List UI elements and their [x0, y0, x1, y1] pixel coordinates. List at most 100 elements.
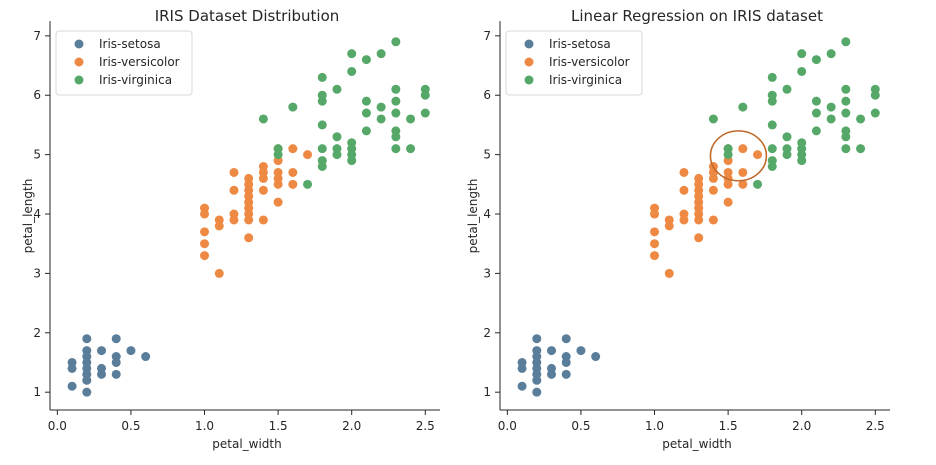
y-tick-label: 2	[33, 326, 41, 340]
data-point	[376, 49, 386, 59]
data-point	[391, 96, 401, 106]
y-axis-label: petal_length	[21, 179, 35, 254]
data-point	[870, 84, 880, 94]
data-point	[420, 108, 430, 118]
data-point	[67, 381, 77, 391]
data-point	[753, 150, 763, 160]
data-point	[767, 156, 777, 166]
y-ticks: 1 2 3 4 5 6 7	[483, 29, 500, 399]
data-point	[288, 144, 298, 154]
y-axis-label: petal_length	[466, 179, 480, 254]
x-tick-label: 1.0	[645, 419, 664, 433]
legend-frame	[55, 30, 193, 96]
data-point	[332, 144, 342, 154]
data-point	[391, 144, 401, 154]
y-tick-label: 5	[33, 148, 41, 162]
data-point	[229, 167, 239, 177]
data-point	[244, 233, 254, 243]
data-point	[391, 37, 401, 47]
data-point	[767, 144, 777, 154]
data-point	[347, 138, 357, 148]
data-point	[332, 84, 342, 94]
data-point	[532, 387, 542, 397]
y-tick-label: 3	[33, 266, 41, 280]
data-point	[856, 114, 866, 124]
data-point	[288, 179, 298, 189]
chart-panel-distribution: IRIS Dataset Distribution 0.0 0.5 1.0 1.5 2.…	[21, 7, 440, 451]
data-point	[82, 387, 92, 397]
data-point	[767, 72, 777, 82]
data-point	[664, 215, 674, 225]
data-point	[317, 90, 327, 100]
data-point	[708, 114, 718, 124]
data-point	[111, 369, 121, 379]
chart-panel-regression: Linear Regression on IRIS dataset 0.0 0.5…	[466, 7, 890, 451]
data-point	[870, 108, 880, 118]
data-point	[738, 144, 748, 154]
data-point	[650, 203, 660, 213]
data-point	[576, 346, 586, 356]
data-point	[303, 150, 313, 160]
legend-label-setosa: Iris-setosa	[549, 37, 611, 51]
series-iris-versicolor	[200, 144, 313, 278]
data-point	[841, 144, 851, 154]
data-point	[200, 227, 210, 237]
data-point	[317, 120, 327, 130]
data-point	[273, 197, 283, 207]
highlight-ellipse	[709, 130, 768, 182]
data-point	[214, 215, 224, 225]
y-tick-label: 4	[33, 207, 41, 221]
data-point	[650, 251, 660, 261]
data-point	[532, 346, 542, 356]
y-tick-label: 1	[483, 385, 491, 399]
data-point	[826, 102, 836, 112]
data-point	[214, 268, 224, 278]
data-point	[826, 114, 836, 124]
y-tick-label: 4	[483, 207, 491, 221]
data-point	[361, 108, 371, 118]
data-point	[82, 334, 92, 344]
data-point	[391, 84, 401, 94]
data-point	[200, 239, 210, 249]
data-point	[391, 108, 401, 118]
data-point	[694, 173, 704, 183]
data-point	[406, 144, 416, 154]
data-point	[111, 352, 121, 362]
x-ticks: 0.0 0.5 1.0 1.5 2.0 2.5	[48, 410, 435, 433]
data-point	[561, 352, 571, 362]
data-point	[767, 120, 777, 130]
legend-label-versicolor: Iris-versicolor	[99, 55, 180, 69]
data-point	[841, 108, 851, 118]
data-point	[376, 114, 386, 124]
x-axis-label: petal_width	[662, 437, 731, 451]
data-point	[347, 49, 357, 59]
x-tick-label: 2.5	[416, 419, 435, 433]
y-tick-label: 3	[483, 266, 491, 280]
x-tick-label: 0.0	[498, 419, 517, 433]
data-point	[141, 352, 151, 362]
legend-frame	[505, 30, 643, 96]
y-ticks: 1 2 3 4 5 6 7	[33, 29, 50, 399]
data-point	[532, 334, 542, 344]
data-point	[841, 96, 851, 106]
data-point	[97, 363, 107, 373]
data-point	[82, 346, 92, 356]
data-point	[288, 102, 298, 112]
data-point	[244, 173, 254, 183]
data-point	[753, 179, 763, 189]
data-point	[200, 251, 210, 261]
data-point	[561, 334, 571, 344]
chart-title: IRIS Dataset Distribution	[155, 7, 340, 25]
x-tick-label: 1.5	[269, 419, 288, 433]
series-iris-setosa	[67, 334, 151, 397]
data-point	[826, 49, 836, 59]
data-point	[361, 96, 371, 106]
data-point	[782, 144, 792, 154]
data-point	[303, 179, 313, 189]
data-point	[856, 144, 866, 154]
plot-area	[517, 37, 880, 397]
data-point	[797, 49, 807, 59]
y-tick-label: 7	[483, 29, 491, 43]
data-point	[591, 352, 601, 362]
